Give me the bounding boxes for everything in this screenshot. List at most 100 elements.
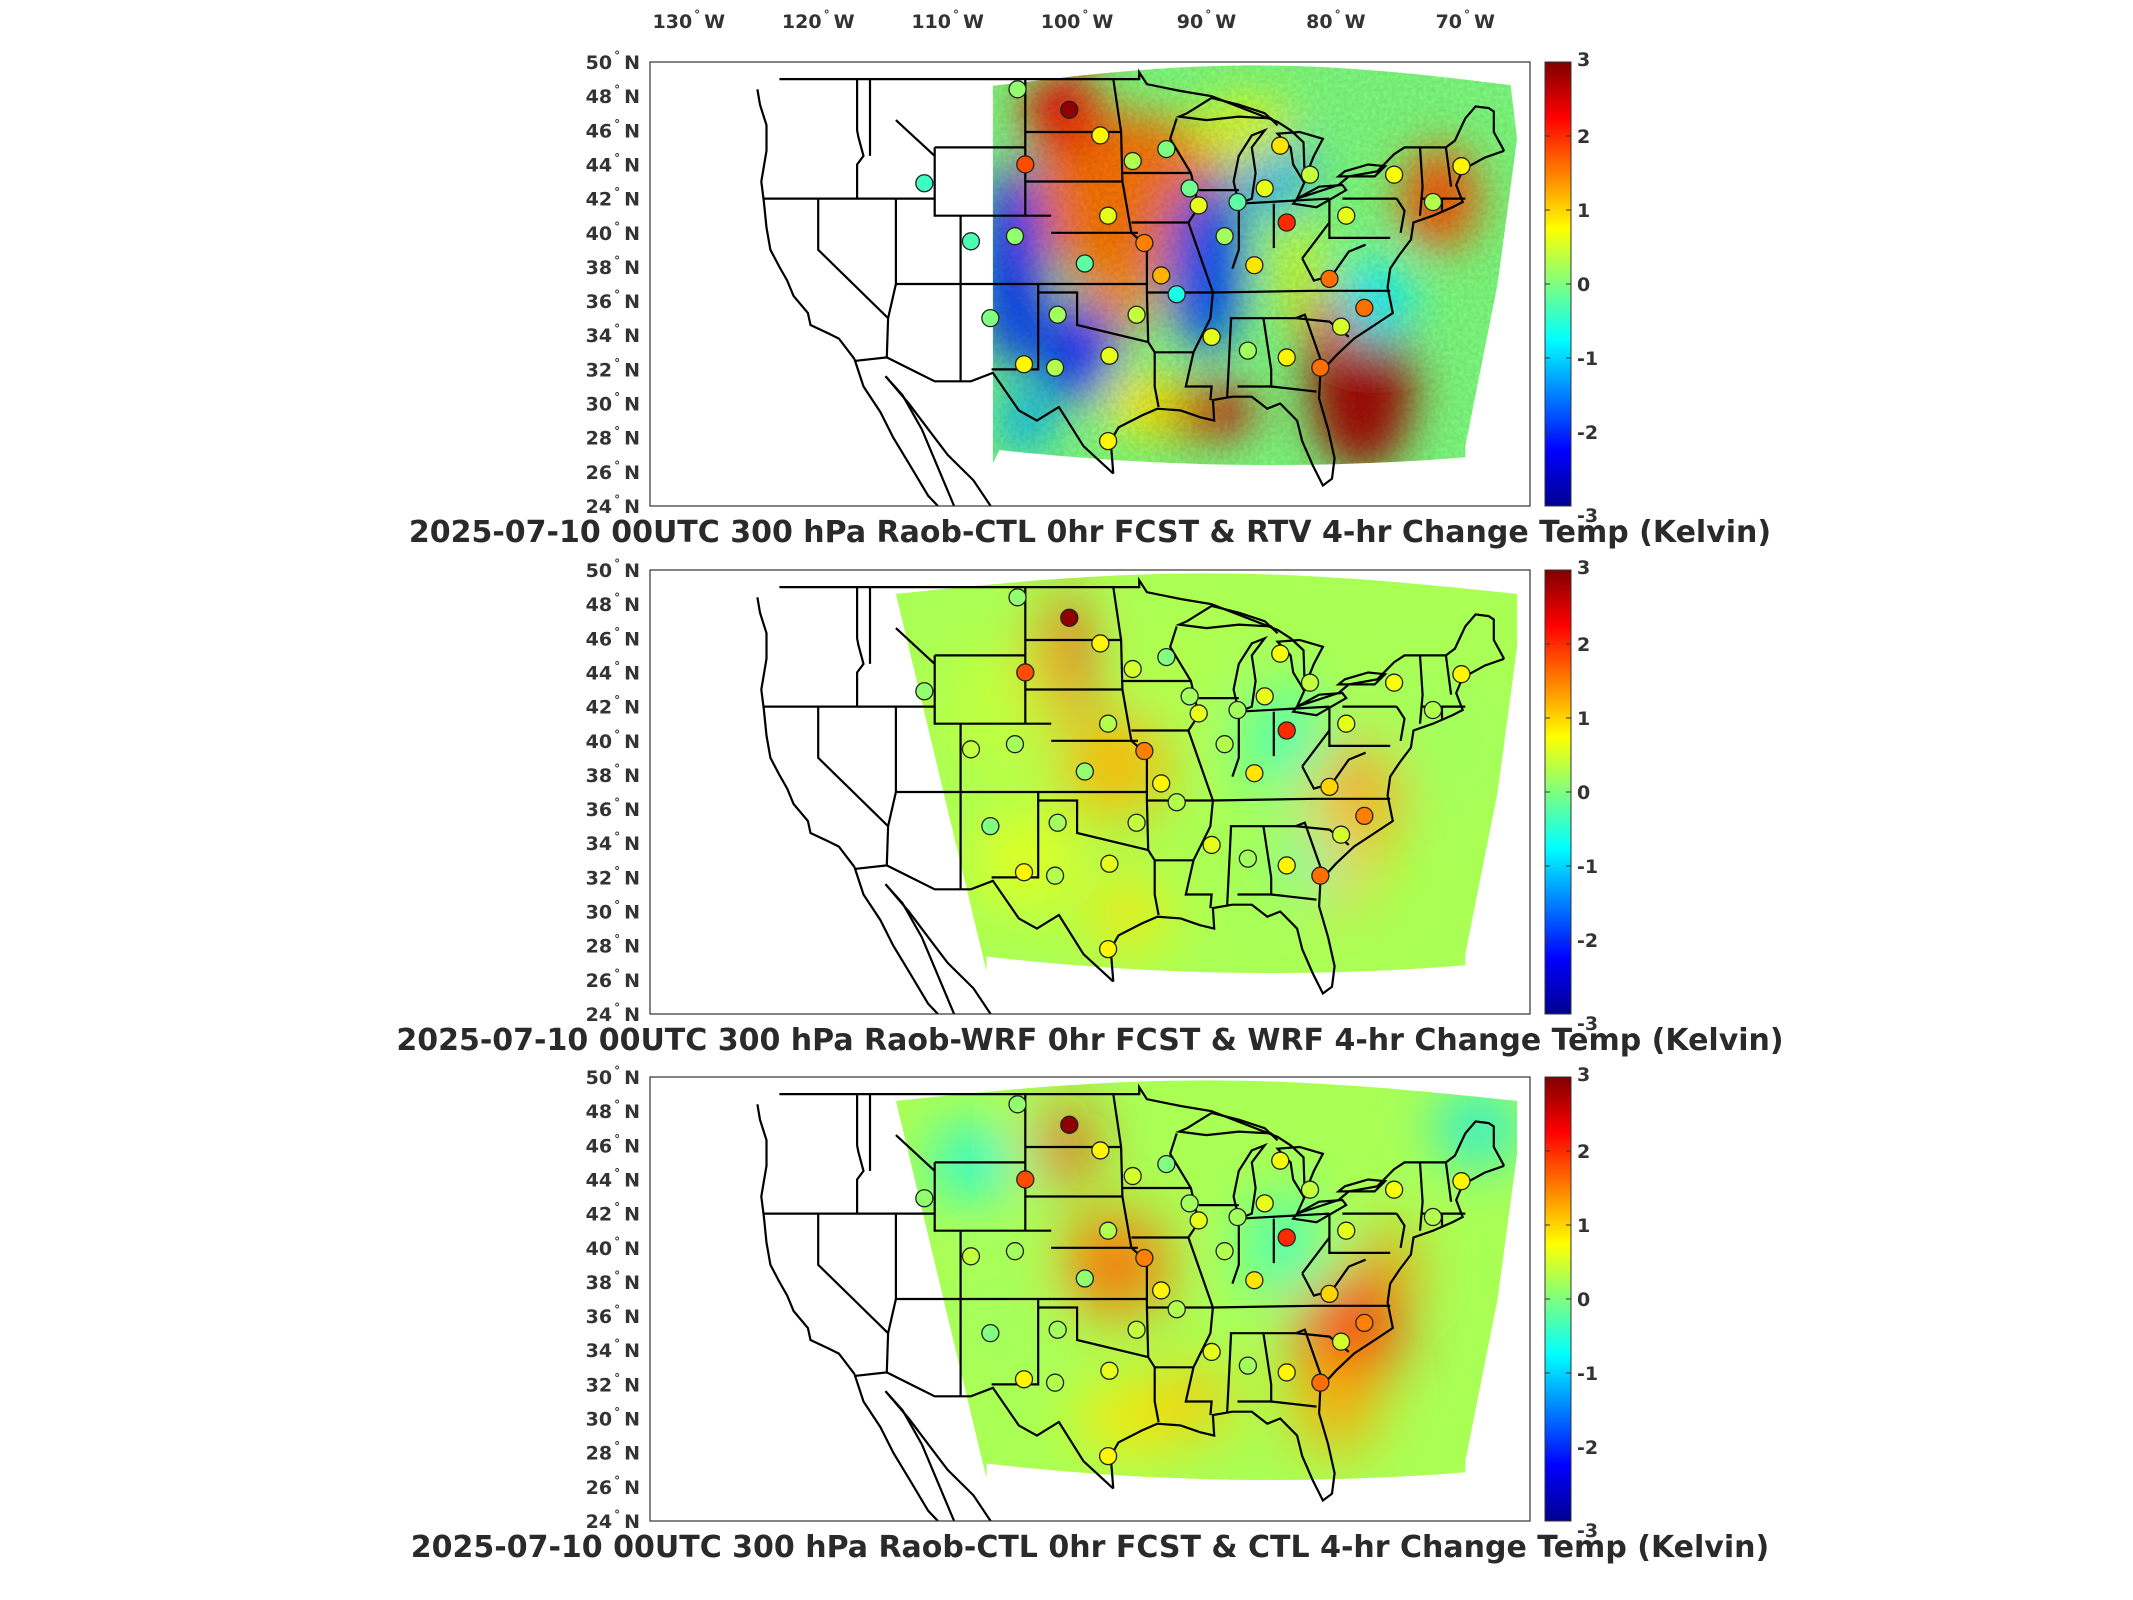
- latitude-label: 46 ° N: [586, 625, 640, 650]
- raob-station-marker: [1045, 358, 1065, 377]
- latitude-label: 24 ° N: [586, 1508, 640, 1533]
- latitude-label: 32 ° N: [586, 864, 640, 889]
- raob-station-marker: [1098, 939, 1118, 959]
- latitude-label: 28 ° N: [586, 933, 640, 958]
- raob-station-marker: [1048, 1320, 1067, 1339]
- raob-station-marker: [1215, 227, 1234, 246]
- raob-station-marker: [961, 740, 981, 759]
- colorbar-tick-label: 2: [1577, 634, 1590, 656]
- latitude-label: 44 ° N: [586, 151, 640, 176]
- raob-station-marker: [981, 817, 1000, 836]
- raob-station-marker: [1167, 793, 1186, 812]
- colorbar: 3 2 1 0 -1 -2 -3: [1544, 557, 1598, 1035]
- colorbar-tick-label: -2: [1577, 422, 1598, 444]
- latitude-label: 30 ° N: [586, 391, 640, 416]
- raob-station-marker: [1423, 1207, 1443, 1227]
- raob-station-marker: [981, 309, 1000, 328]
- latitude-label: 48 ° N: [586, 83, 640, 108]
- raob-station-marker: [1152, 774, 1171, 793]
- raob-station-marker: [1075, 1269, 1094, 1288]
- raob-station-marker: [1189, 704, 1208, 723]
- raob-station-marker: [915, 174, 934, 193]
- raob-station-marker: [1320, 269, 1339, 289]
- raob-station-marker: [1245, 1271, 1264, 1290]
- raob-station-marker: [1300, 673, 1320, 692]
- raob-station-marker: [1075, 254, 1094, 273]
- raob-station-marker: [1123, 151, 1142, 171]
- raob-station-marker: [1008, 80, 1027, 99]
- latitude-label: 40 ° N: [586, 1235, 640, 1260]
- map-frame: [649, 1076, 1531, 1522]
- colorbar-tick-label: -2: [1577, 1437, 1598, 1459]
- raob-station-marker: [1180, 179, 1199, 198]
- raob-station-marker: [1008, 588, 1027, 607]
- raob-station-marker: [1180, 687, 1199, 706]
- raob-station-marker: [915, 1189, 934, 1208]
- raob-station-marker: [981, 1324, 1000, 1343]
- latitude-label: 42 ° N: [586, 1201, 640, 1226]
- raob-station-marker: [1311, 1373, 1330, 1392]
- station-markers: [915, 80, 1471, 451]
- latitude-label: 50 ° N: [586, 1064, 640, 1089]
- latitude-label: 38 ° N: [586, 762, 640, 787]
- latitude-label: 36 ° N: [586, 1303, 640, 1328]
- raob-station-marker: [961, 1247, 981, 1266]
- raob-station-marker: [1127, 813, 1146, 832]
- raob-station-marker: [1127, 305, 1146, 324]
- raob-station-marker: [1014, 1370, 1034, 1389]
- raob-station-marker: [1238, 341, 1258, 360]
- latitude-label: 26 ° N: [586, 1474, 640, 1499]
- colorbar-tick-label: 3: [1577, 557, 1590, 579]
- raob-station-marker: [1255, 179, 1274, 198]
- latitude-label: 24 ° N: [586, 1001, 640, 1026]
- latitude-label: 42 ° N: [586, 186, 640, 211]
- raob-station-marker: [1152, 1281, 1171, 1300]
- map-boundaries: [756, 576, 1506, 1014]
- raob-station-marker: [1202, 1342, 1221, 1362]
- raob-station-marker: [1016, 663, 1035, 682]
- raob-station-marker: [1005, 1242, 1025, 1261]
- raob-station-marker: [1311, 358, 1330, 377]
- raob-station-marker: [1238, 1356, 1258, 1375]
- panel-title: 2025-07-10 00UTC 300 hPa Raob-CTL 0hr FC…: [409, 515, 1771, 550]
- raob-station-marker: [1277, 213, 1296, 232]
- latitude-label: 34 ° N: [586, 830, 640, 855]
- raob-station-marker: [1157, 1154, 1176, 1174]
- longitude-label: 70 ° W: [1436, 8, 1495, 33]
- raob-station-marker: [1098, 1221, 1118, 1240]
- raob-station-marker: [1189, 1211, 1208, 1230]
- raob-station-marker: [1060, 608, 1079, 627]
- longitude-label: 120 ° W: [782, 8, 855, 33]
- raob-station-marker: [1098, 206, 1118, 225]
- raob-station-marker: [1331, 825, 1351, 844]
- latitude-label: 24 ° N: [586, 493, 640, 518]
- raob-station-marker: [1016, 155, 1035, 174]
- raob-station-marker: [1277, 1363, 1296, 1382]
- temperature-field: [895, 1080, 1518, 1480]
- latitude-label: 36 ° N: [586, 796, 640, 821]
- colorbar-tick-label: 2: [1577, 126, 1590, 148]
- raob-station-marker: [1452, 157, 1471, 176]
- colorbar-tick-label: 0: [1577, 782, 1590, 804]
- raob-station-marker: [1123, 1166, 1142, 1186]
- colorbar-tick-label: 3: [1577, 1064, 1590, 1086]
- raob-station-marker: [1005, 227, 1025, 246]
- raob-station-marker: [1091, 1141, 1110, 1160]
- longitude-label: 100 ° W: [1041, 8, 1114, 33]
- raob-station-marker: [1320, 1284, 1339, 1304]
- raob-station-marker: [1167, 285, 1186, 304]
- map-boundaries: [756, 1083, 1506, 1521]
- map-frame: [649, 569, 1531, 1015]
- station-markers: [915, 588, 1471, 959]
- raob-station-marker: [1215, 1242, 1234, 1261]
- latitude-label: 34 ° N: [586, 322, 640, 347]
- raob-station-marker: [1157, 647, 1176, 667]
- raob-station-marker: [1271, 1151, 1290, 1170]
- raob-station-marker: [1135, 741, 1154, 761]
- latitude-labels: 50 ° N 48 ° N 46 ° N 44 ° N 42 ° N 40 ° N 38 ° N 36 ° N 34 ° N 32 ° N…: [586, 557, 640, 1026]
- raob-station-marker: [1135, 233, 1154, 253]
- raob-station-marker: [1100, 854, 1119, 873]
- latitude-label: 44 ° N: [586, 1166, 640, 1191]
- raob-station-marker: [1005, 735, 1025, 754]
